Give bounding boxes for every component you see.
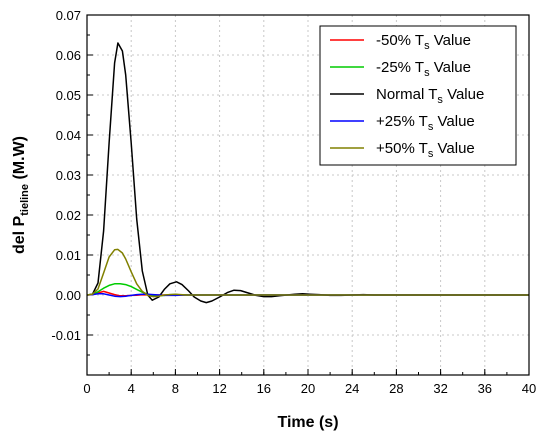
series-lines <box>86 42 529 304</box>
y-tick-label: -0.01 <box>51 328 81 343</box>
y-tick-label: 0.02 <box>56 208 81 223</box>
legend-label: Normal Ts Value <box>376 86 484 106</box>
legend-label-suffix: Value <box>430 32 471 49</box>
y-tick-label: 0.04 <box>56 128 81 143</box>
x-tick-label: 20 <box>301 381 315 396</box>
legend-label-sub: s <box>428 148 434 160</box>
x-tick-label: 32 <box>433 381 447 396</box>
x-tick-label: 16 <box>257 381 271 396</box>
legend-label-suffix: Value <box>433 140 474 157</box>
x-tick-label: 36 <box>478 381 492 396</box>
legend-label: -50% Ts Value <box>376 32 471 52</box>
legend-label-main: +25% T <box>376 113 428 130</box>
axis-ticks: 0 4 8 12 16 20 24 28 32 36 40 0.07 0.06 0.05 0.04 0.03 0… <box>51 8 536 396</box>
x-tick-label: 8 <box>172 381 179 396</box>
y-axis-title-unit: (M.W) <box>11 136 28 184</box>
legend-label: +25% Ts Value <box>376 113 475 133</box>
y-axis-title: del Ptieline (M.W) <box>11 136 31 254</box>
y-tick-label: 0.03 <box>56 168 81 183</box>
legend-label-sub: s <box>424 67 430 79</box>
legend-label-main: +50% T <box>376 140 428 157</box>
y-tick-label: 0.05 <box>56 88 81 103</box>
legend-label-sub: s <box>428 121 434 133</box>
legend-label-main: -50% T <box>376 32 424 49</box>
y-tick-label: 0.07 <box>56 8 81 23</box>
series-line-3 <box>86 42 529 304</box>
legend-box <box>319 25 517 166</box>
y-tick-label: 0.06 <box>56 48 81 63</box>
y-axis-title-main: del P <box>11 215 28 254</box>
x-tick-label: 40 <box>522 381 536 396</box>
x-tick-label: 4 <box>128 381 135 396</box>
plot-frame <box>86 14 530 376</box>
legend-label-sub: s <box>424 40 430 52</box>
legend-label-main: Normal T <box>376 86 437 103</box>
y-tick-label: 0.00 <box>56 288 81 303</box>
legend-label-suffix: Value <box>443 86 484 103</box>
legend-label: -25% Ts Value <box>376 59 471 79</box>
legend-label-suffix: Value <box>430 59 471 76</box>
y-axis-title-sub: tieline <box>19 184 31 216</box>
legend-label: +50% Ts Value <box>376 140 475 160</box>
series-line-5 <box>86 248 529 298</box>
x-axis-title: Time (s) <box>277 414 338 431</box>
legend-label-main: -25% T <box>376 59 424 76</box>
x-tick-label: 24 <box>345 381 359 396</box>
x-tick-label: 12 <box>212 381 226 396</box>
y-tick-label: 0.01 <box>56 248 81 263</box>
x-tick-label: 0 <box>83 381 90 396</box>
legend-label-suffix: Value <box>433 113 474 130</box>
legend-label-sub: s <box>437 94 443 106</box>
x-tick-label: 28 <box>389 381 403 396</box>
